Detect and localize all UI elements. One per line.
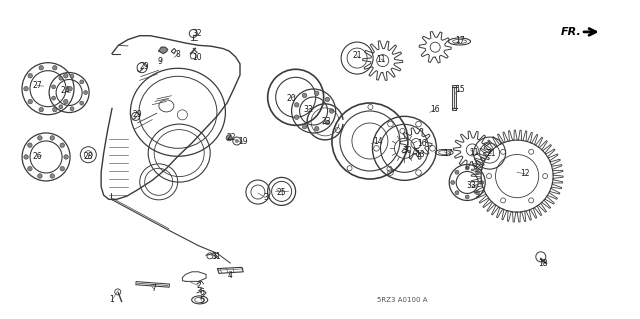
Circle shape bbox=[60, 167, 65, 171]
Text: 23: 23 bbox=[321, 117, 332, 126]
Circle shape bbox=[63, 73, 68, 78]
Text: 18: 18 bbox=[538, 259, 547, 268]
Text: 6: 6 bbox=[199, 288, 204, 297]
Text: 10: 10 bbox=[192, 53, 202, 62]
Circle shape bbox=[476, 170, 479, 174]
Text: 25: 25 bbox=[276, 188, 287, 197]
Circle shape bbox=[28, 143, 32, 147]
Circle shape bbox=[28, 167, 32, 171]
Text: 17: 17 bbox=[443, 149, 453, 158]
Text: FR.: FR. bbox=[561, 27, 581, 37]
Circle shape bbox=[294, 115, 299, 119]
Text: 29: 29 bbox=[139, 63, 149, 71]
Circle shape bbox=[302, 124, 307, 129]
Circle shape bbox=[226, 135, 232, 141]
Text: 14: 14 bbox=[372, 137, 383, 146]
Circle shape bbox=[330, 109, 334, 113]
Text: 30: 30 bbox=[402, 146, 412, 155]
Text: 9: 9 bbox=[157, 57, 163, 66]
Circle shape bbox=[80, 101, 84, 105]
Circle shape bbox=[52, 108, 57, 112]
Text: 2: 2 bbox=[196, 281, 201, 290]
Text: 1: 1 bbox=[109, 295, 115, 304]
Circle shape bbox=[52, 65, 57, 70]
Text: 17: 17 bbox=[454, 36, 465, 45]
Circle shape bbox=[50, 174, 54, 178]
Circle shape bbox=[84, 91, 88, 94]
Circle shape bbox=[80, 80, 84, 84]
Text: 31: 31 bbox=[211, 252, 221, 261]
Circle shape bbox=[70, 74, 74, 78]
Text: 7: 7 bbox=[151, 284, 156, 293]
Text: 22: 22 bbox=[227, 133, 236, 142]
Text: 32: 32 bbox=[192, 29, 202, 38]
Circle shape bbox=[314, 91, 319, 95]
Circle shape bbox=[63, 100, 68, 104]
Circle shape bbox=[314, 127, 319, 131]
Text: 3: 3 bbox=[263, 193, 268, 202]
Text: 19: 19 bbox=[238, 137, 248, 146]
Text: 28: 28 bbox=[84, 152, 93, 161]
Text: 4: 4 bbox=[228, 271, 233, 280]
Circle shape bbox=[465, 166, 469, 170]
Circle shape bbox=[38, 136, 42, 140]
Circle shape bbox=[39, 65, 44, 70]
Text: 8: 8 bbox=[175, 50, 180, 59]
Text: 27: 27 bbox=[32, 81, 42, 90]
Circle shape bbox=[325, 120, 330, 125]
Text: 5RZ3 A0100 A: 5RZ3 A0100 A bbox=[377, 298, 427, 303]
Circle shape bbox=[476, 191, 479, 195]
Circle shape bbox=[451, 181, 454, 184]
Circle shape bbox=[59, 76, 63, 80]
Circle shape bbox=[68, 86, 72, 91]
Text: 20: 20 bbox=[286, 94, 296, 103]
Text: 16: 16 bbox=[430, 105, 440, 114]
Circle shape bbox=[24, 86, 28, 91]
Text: 11: 11 bbox=[376, 55, 385, 63]
Circle shape bbox=[455, 170, 459, 174]
Text: 13: 13 bbox=[415, 150, 425, 159]
Circle shape bbox=[52, 96, 56, 100]
Text: 11: 11 bbox=[469, 148, 478, 157]
Text: 21: 21 bbox=[487, 149, 496, 158]
Polygon shape bbox=[159, 47, 168, 54]
Circle shape bbox=[302, 93, 307, 98]
Circle shape bbox=[235, 139, 239, 143]
Circle shape bbox=[28, 100, 33, 104]
Circle shape bbox=[59, 105, 63, 109]
Text: 26: 26 bbox=[32, 152, 42, 161]
Text: 33: 33 bbox=[303, 105, 314, 114]
Text: 29: 29 bbox=[132, 110, 143, 119]
Text: 21: 21 bbox=[353, 51, 362, 60]
Text: 12: 12 bbox=[520, 169, 529, 178]
Circle shape bbox=[325, 97, 330, 102]
Text: 5: 5 bbox=[199, 296, 204, 305]
Circle shape bbox=[465, 195, 469, 199]
Text: 16: 16 bbox=[417, 139, 428, 148]
Circle shape bbox=[455, 191, 459, 195]
Text: 24: 24 bbox=[60, 86, 70, 95]
Circle shape bbox=[28, 73, 33, 78]
Circle shape bbox=[52, 85, 56, 89]
Circle shape bbox=[70, 107, 74, 111]
Circle shape bbox=[24, 155, 28, 159]
Circle shape bbox=[480, 181, 484, 184]
Circle shape bbox=[39, 108, 44, 112]
Circle shape bbox=[38, 174, 42, 178]
Circle shape bbox=[294, 103, 299, 107]
Text: 33: 33 bbox=[466, 181, 476, 190]
Circle shape bbox=[64, 155, 68, 159]
Circle shape bbox=[60, 143, 65, 147]
Text: 15: 15 bbox=[454, 85, 465, 94]
Circle shape bbox=[50, 136, 54, 140]
